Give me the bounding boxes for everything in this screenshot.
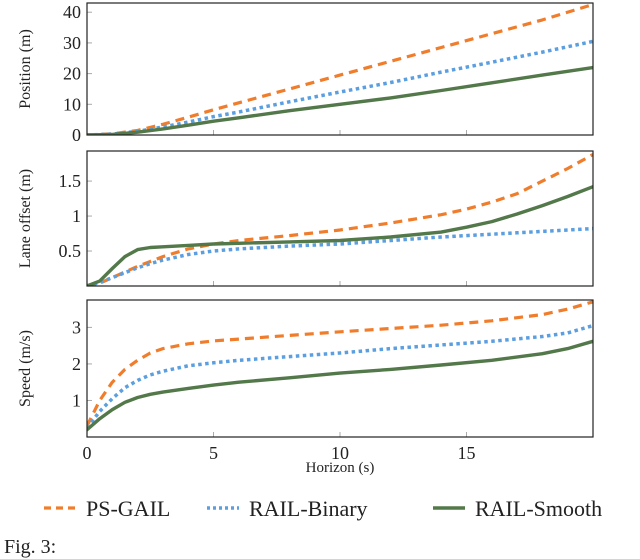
series-line-rail-smooth	[87, 339, 593, 432]
y-axis-label: Speed (m/s)	[17, 330, 34, 407]
figure-caption: Fig. 3:	[4, 536, 57, 558]
y-tick-label: 3	[72, 317, 81, 337]
series-line-ps-gail	[87, 3, 593, 135]
y-tick-label: 40	[63, 2, 81, 22]
x-axis-label: Horizon (s)	[306, 460, 375, 476]
y-tick-label: 1.5	[59, 171, 82, 191]
series-line-ps-gail	[87, 300, 593, 427]
series-line-ps-gail	[87, 153, 593, 286]
y-tick-label: 1	[72, 206, 81, 226]
y-axis-label: Position (m)	[17, 29, 34, 109]
legend-label: RAIL-Smooth	[475, 496, 602, 521]
plot-frame	[86, 150, 594, 287]
y-tick-label: 0.5	[59, 241, 82, 261]
y-tick-label: 30	[63, 33, 81, 53]
y-axis-label: Lane offset (m)	[17, 169, 34, 268]
x-tick-label: 5	[209, 443, 218, 463]
y-tick-label: 20	[63, 64, 81, 84]
x-tick-label: 10	[331, 443, 349, 463]
y-tick-label: 0	[72, 125, 81, 145]
plot-frame	[86, 2, 594, 136]
series-line-rail-smooth	[87, 185, 593, 286]
series-line-rail-binary	[87, 323, 593, 429]
plot-frame	[86, 299, 594, 438]
legend-label: PS-GAIL	[86, 496, 170, 521]
panel-3: 1 2 3 Speed (m/s)	[17, 299, 594, 438]
series-line-rail-smooth	[87, 65, 593, 135]
series-line-rail-binary	[87, 39, 593, 135]
series-line-rail-binary	[87, 226, 593, 286]
legend: PS-GAIL RAIL-Binary RAIL-Smooth	[44, 496, 602, 521]
x-tick-label: 0	[83, 443, 92, 463]
panel-1: 0 10 20 30 40 Position (m)	[17, 2, 594, 145]
y-tick-label: 10	[63, 94, 81, 114]
y-tick-label: 1	[72, 390, 81, 410]
x-tick-label: 15	[458, 443, 476, 463]
y-tick-label: 2	[72, 354, 81, 374]
panel-2: 0.5 1 1.5 Lane offset (m)	[17, 150, 594, 287]
legend-label: RAIL-Binary	[249, 496, 368, 521]
